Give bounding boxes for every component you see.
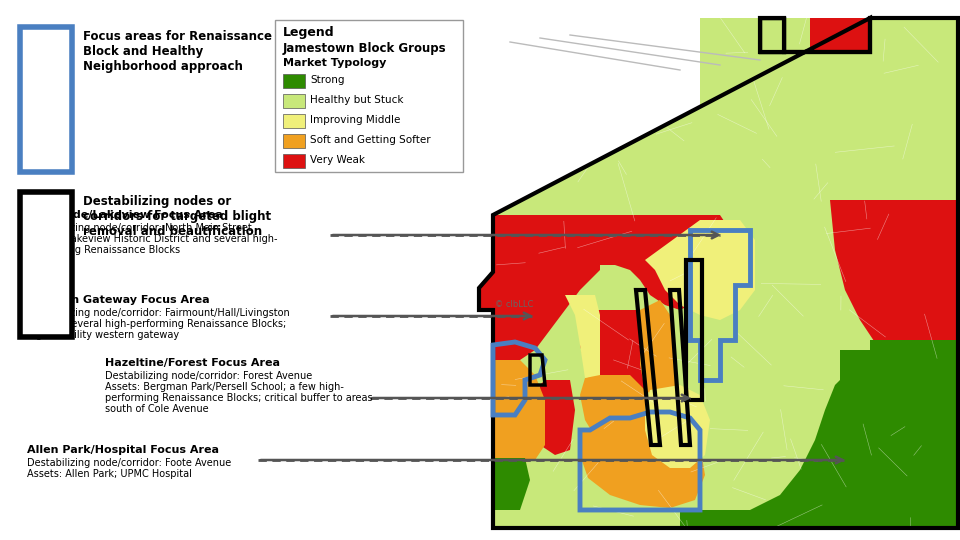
Bar bbox=[20, 27, 72, 172]
Text: Destabilizing node/corridor: Foote Avenue: Destabilizing node/corridor: Foote Avenu… bbox=[27, 458, 231, 468]
Bar bbox=[283, 154, 305, 168]
Bar bbox=[283, 114, 305, 128]
Text: performing Renaissance Blocks: performing Renaissance Blocks bbox=[27, 245, 180, 255]
Polygon shape bbox=[680, 380, 958, 528]
Text: Northside/Lakeview Focus Area: Northside/Lakeview Focus Area bbox=[27, 210, 223, 220]
Text: Allen Park/Hospital Focus Area: Allen Park/Hospital Focus Area bbox=[27, 445, 219, 455]
Polygon shape bbox=[784, 18, 870, 52]
Polygon shape bbox=[760, 18, 784, 52]
Polygon shape bbox=[535, 380, 575, 455]
Text: Destabilizing node/corridor: Forest Avenue: Destabilizing node/corridor: Forest Aven… bbox=[105, 371, 312, 381]
Polygon shape bbox=[640, 300, 675, 400]
Text: performing Renaissance Blocks; critical buffer to areas: performing Renaissance Blocks; critical … bbox=[105, 393, 372, 403]
Text: Assets: Lakeview Historic District and several high-: Assets: Lakeview Historic District and s… bbox=[27, 234, 277, 244]
Polygon shape bbox=[600, 215, 730, 310]
Text: Very Weak: Very Weak bbox=[310, 155, 365, 165]
Polygon shape bbox=[700, 18, 810, 225]
Text: Focus areas for Renaissance
Block and Healthy
Neighborhood approach: Focus areas for Renaissance Block and He… bbox=[83, 30, 272, 73]
Polygon shape bbox=[840, 340, 958, 380]
Text: Legend: Legend bbox=[283, 26, 335, 39]
Text: Assets: Bergman Park/Persell School; a few high-: Assets: Bergman Park/Persell School; a f… bbox=[105, 382, 344, 392]
Polygon shape bbox=[580, 310, 650, 400]
Text: Hazeltine/Forest Focus Area: Hazeltine/Forest Focus Area bbox=[105, 358, 280, 368]
Bar bbox=[20, 192, 72, 337]
Polygon shape bbox=[580, 430, 705, 508]
Text: Western Gateway Focus Area: Western Gateway Focus Area bbox=[27, 295, 209, 305]
Polygon shape bbox=[565, 295, 600, 378]
Text: Destabilizing node/corridor: North Main Street: Destabilizing node/corridor: North Main … bbox=[27, 223, 252, 233]
Polygon shape bbox=[493, 360, 545, 465]
Bar bbox=[275, 20, 463, 172]
Text: Jamestown Block Groups: Jamestown Block Groups bbox=[283, 42, 446, 55]
Text: Market Typology: Market Typology bbox=[283, 58, 386, 68]
Polygon shape bbox=[645, 385, 710, 468]
Polygon shape bbox=[493, 458, 530, 510]
Polygon shape bbox=[479, 215, 600, 360]
Text: south of Cole Avenue: south of Cole Avenue bbox=[105, 404, 208, 414]
Text: Destabilizing node/corridor: Fairmount/Hall/Livingston: Destabilizing node/corridor: Fairmount/H… bbox=[27, 308, 290, 318]
Polygon shape bbox=[645, 220, 755, 320]
Text: Destabilizing nodes or
corridors for targeted blight
removal and beautification: Destabilizing nodes or corridors for tar… bbox=[83, 195, 271, 238]
Polygon shape bbox=[830, 200, 958, 380]
Text: Assets: Allen Park; UPMC Hospital: Assets: Allen Park; UPMC Hospital bbox=[27, 469, 192, 479]
Polygon shape bbox=[580, 375, 650, 460]
Text: © clbLLC: © clbLLC bbox=[495, 300, 534, 309]
Text: Strong: Strong bbox=[310, 75, 345, 85]
Text: high visibility western gateway: high visibility western gateway bbox=[27, 330, 180, 340]
Text: Assets: Several high-performing Renaissance Blocks;: Assets: Several high-performing Renaissa… bbox=[27, 319, 286, 329]
Text: Improving Middle: Improving Middle bbox=[310, 115, 400, 125]
Bar bbox=[283, 94, 305, 108]
Text: Healthy but Stuck: Healthy but Stuck bbox=[310, 95, 403, 105]
Text: Soft and Getting Softer: Soft and Getting Softer bbox=[310, 135, 431, 145]
Bar bbox=[283, 74, 305, 88]
Bar bbox=[283, 134, 305, 148]
Polygon shape bbox=[479, 18, 958, 528]
